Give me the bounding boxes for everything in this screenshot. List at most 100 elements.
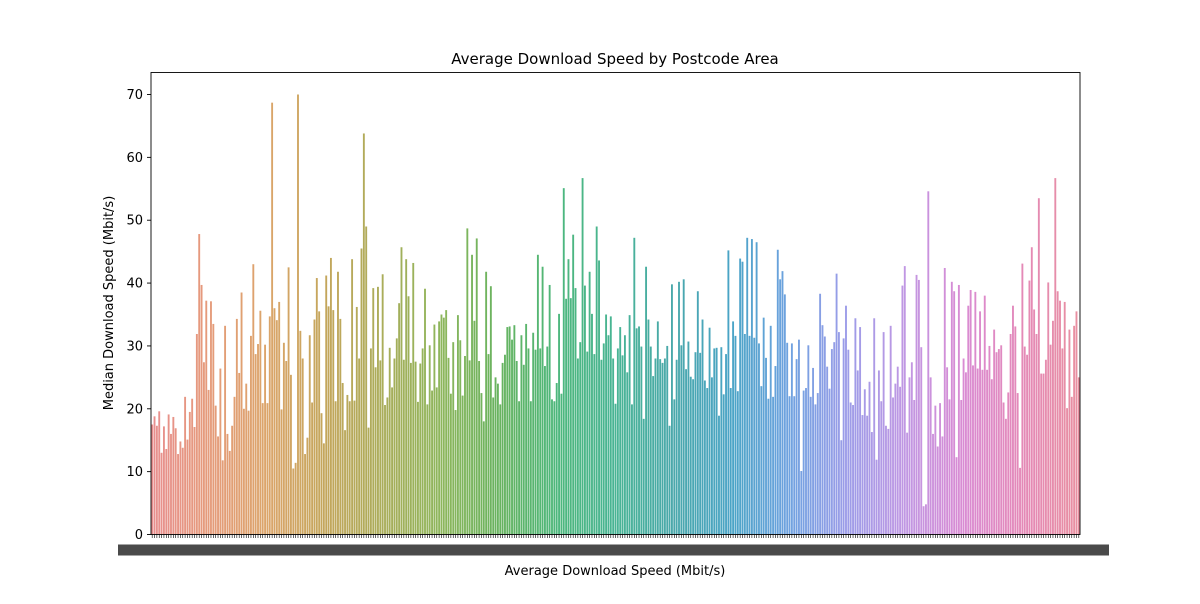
- bar: [475, 238, 478, 535]
- bar: [409, 362, 412, 535]
- bar: [158, 411, 161, 535]
- bar: [254, 354, 257, 535]
- bar: [219, 368, 222, 535]
- bar: [551, 399, 553, 535]
- bar: [428, 345, 431, 535]
- bar: [231, 425, 234, 535]
- bar: [539, 348, 542, 535]
- bar: [369, 348, 372, 535]
- bar: [1023, 346, 1026, 535]
- plot-frame: [150, 72, 1081, 535]
- bar: [1042, 373, 1045, 535]
- bar: [332, 310, 335, 535]
- bar: [781, 271, 784, 535]
- bar: [532, 332, 535, 535]
- y-tick-label: 30: [126, 339, 143, 354]
- bar: [327, 306, 330, 535]
- bar: [997, 349, 1000, 535]
- bar: [202, 362, 205, 535]
- bar: [313, 319, 316, 535]
- bar: [384, 405, 386, 535]
- bar: [174, 428, 177, 535]
- bar: [642, 418, 645, 535]
- bar: [1037, 198, 1040, 535]
- bar: [847, 349, 850, 535]
- bar: [798, 339, 800, 535]
- bar: [835, 273, 838, 535]
- bar: [242, 408, 245, 535]
- bar: [913, 399, 916, 535]
- bar: [1030, 247, 1033, 535]
- bar: [635, 328, 638, 535]
- bar: [729, 388, 732, 535]
- bar: [819, 293, 822, 535]
- bar: [351, 259, 354, 535]
- bar: [1012, 305, 1014, 535]
- bar: [515, 361, 518, 535]
- bar: [193, 427, 196, 535]
- bar: [447, 357, 450, 535]
- bar: [468, 360, 471, 535]
- bar: [200, 284, 203, 535]
- y-tick-label: 70: [126, 88, 143, 103]
- bar: [631, 404, 633, 535]
- bar: [301, 358, 304, 535]
- bar: [261, 403, 264, 535]
- bar: [520, 335, 523, 535]
- bar: [252, 264, 255, 535]
- bar: [626, 372, 629, 535]
- bar: [783, 294, 786, 535]
- bar: [755, 242, 758, 535]
- bar: [805, 388, 807, 535]
- bar: [544, 366, 546, 535]
- bar: [226, 433, 229, 535]
- bar: [682, 279, 685, 535]
- bar: [591, 313, 593, 535]
- bar: [1026, 354, 1029, 535]
- bar: [640, 346, 643, 535]
- bar: [993, 329, 996, 535]
- bar: [285, 361, 288, 535]
- bar: [845, 305, 847, 535]
- bar: [480, 393, 483, 535]
- bar: [471, 254, 473, 535]
- bar: [925, 504, 927, 535]
- bar: [823, 336, 826, 535]
- bar: [162, 426, 165, 535]
- bar: [967, 305, 970, 535]
- bar: [221, 460, 224, 535]
- bar: [663, 358, 666, 535]
- bar: [671, 284, 673, 535]
- bar: [388, 347, 391, 535]
- bar: [692, 379, 695, 535]
- bar: [656, 321, 659, 535]
- bar: [1035, 333, 1038, 535]
- bar: [718, 415, 720, 535]
- bar: [842, 338, 845, 535]
- bar: [713, 348, 716, 535]
- bar: [910, 362, 913, 535]
- bar: [988, 345, 991, 535]
- bar: [774, 366, 777, 535]
- bar: [306, 437, 309, 535]
- bar: [586, 351, 589, 535]
- bar: [706, 388, 709, 535]
- bar: [506, 327, 509, 535]
- bar: [877, 370, 880, 535]
- bar: [762, 317, 765, 535]
- bar: [753, 337, 756, 535]
- bar: [661, 362, 664, 535]
- bar: [353, 400, 356, 535]
- y-axis-ticks: 0 10 20 30 40 50 60 70: [126, 88, 151, 543]
- bar: [445, 310, 448, 535]
- bar: [936, 446, 939, 535]
- bar: [348, 401, 351, 535]
- bar: [379, 360, 382, 535]
- bar: [760, 386, 763, 535]
- bar: [290, 374, 292, 535]
- bar: [1054, 178, 1057, 535]
- bar: [541, 266, 544, 535]
- y-axis-label: Median Download Speed (Mbit/s): [102, 196, 117, 411]
- bar: [654, 358, 657, 535]
- bar: [412, 262, 415, 535]
